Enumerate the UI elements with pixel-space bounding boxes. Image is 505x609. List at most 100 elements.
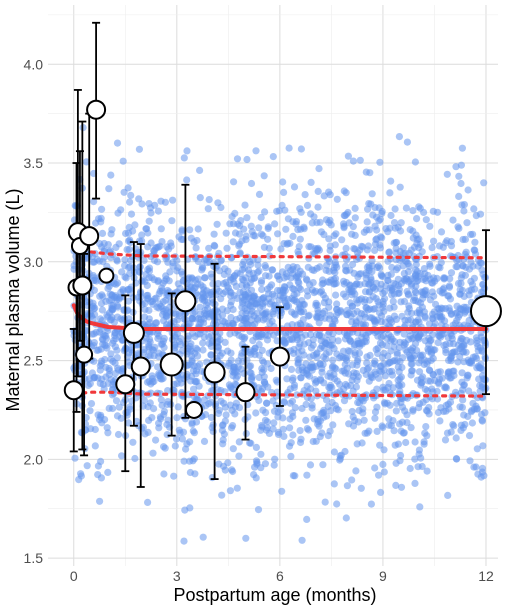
sim-point xyxy=(257,450,265,458)
sim-point xyxy=(125,223,133,231)
sim-point xyxy=(175,233,183,241)
sim-point xyxy=(193,377,201,386)
sim-point xyxy=(470,274,478,282)
sim-point xyxy=(218,305,227,313)
sim-point xyxy=(285,442,294,450)
sim-point xyxy=(414,333,422,341)
sim-point xyxy=(422,423,430,431)
sim-point xyxy=(417,299,425,307)
sim-point xyxy=(367,500,375,508)
sim-point xyxy=(207,332,215,340)
sim-point xyxy=(409,407,417,415)
sim-point xyxy=(255,190,264,198)
sim-point xyxy=(407,282,415,290)
sim-point xyxy=(151,201,159,209)
sim-point xyxy=(289,284,297,293)
sim-point xyxy=(124,229,133,237)
sim-point xyxy=(210,230,218,238)
sim-point xyxy=(199,339,207,347)
sim-point xyxy=(357,484,365,492)
sim-point xyxy=(230,369,238,377)
sim-point xyxy=(342,262,350,270)
sim-point xyxy=(125,297,133,305)
sim-point xyxy=(342,244,350,252)
sim-point xyxy=(276,287,284,295)
sim-point xyxy=(203,259,211,267)
sim-point xyxy=(114,279,122,287)
sim-point xyxy=(286,415,294,423)
sim-point xyxy=(443,170,451,178)
sim-point xyxy=(376,441,384,449)
sim-point xyxy=(319,276,327,284)
sim-point xyxy=(328,363,336,372)
sim-point xyxy=(184,332,192,340)
sim-point xyxy=(254,506,263,514)
sim-point xyxy=(349,260,357,269)
sim-point xyxy=(428,279,436,287)
sim-point xyxy=(465,387,473,395)
sim-point xyxy=(474,470,482,478)
y-tick-labels: 1.5 2.0 2.5 3.0 3.5 4.0 xyxy=(24,56,44,566)
sim-point xyxy=(391,441,399,449)
sim-point xyxy=(200,333,208,341)
sim-point xyxy=(375,471,383,479)
sim-point xyxy=(394,376,402,384)
sim-point xyxy=(131,454,139,463)
sim-point xyxy=(376,215,384,223)
sim-point xyxy=(387,270,395,278)
sim-point xyxy=(114,430,123,439)
sim-point xyxy=(196,360,204,368)
sim-point xyxy=(362,304,370,312)
sim-point xyxy=(231,271,239,280)
sim-point xyxy=(233,484,241,492)
sim-point xyxy=(127,191,135,199)
sim-point xyxy=(229,445,237,453)
sim-point xyxy=(393,350,401,359)
sim-point xyxy=(240,258,248,266)
sim-point xyxy=(352,467,360,475)
sim-point xyxy=(330,448,338,456)
sim-point xyxy=(327,407,335,415)
sim-point xyxy=(231,229,240,237)
sim-point xyxy=(265,290,273,298)
sim-point xyxy=(279,414,287,422)
sim-point xyxy=(284,239,292,247)
sim-point xyxy=(277,406,285,414)
sim-point xyxy=(248,375,256,384)
sim-point xyxy=(443,237,451,245)
sim-point xyxy=(426,367,434,375)
sim-point xyxy=(399,354,407,362)
sim-point xyxy=(457,426,465,434)
sim-point xyxy=(375,204,383,212)
sim-point xyxy=(238,303,246,311)
sim-point xyxy=(120,188,128,196)
sim-point xyxy=(434,339,442,347)
sim-point xyxy=(114,366,122,374)
sim-point xyxy=(436,312,444,320)
sim-point xyxy=(294,226,302,234)
sim-point xyxy=(348,476,356,484)
sim-point xyxy=(280,432,288,440)
observed-point xyxy=(184,400,203,419)
sim-point xyxy=(314,187,322,195)
sim-point xyxy=(289,472,297,480)
sim-point xyxy=(415,446,423,454)
sim-point xyxy=(470,205,478,213)
sim-point xyxy=(389,417,397,425)
sim-point xyxy=(420,438,428,446)
sim-point xyxy=(249,337,257,345)
sim-point xyxy=(321,498,329,506)
sim-point xyxy=(401,407,409,415)
x-tick-label: 12 xyxy=(478,568,494,584)
sim-point xyxy=(323,261,331,269)
sim-point xyxy=(409,207,417,215)
sim-point xyxy=(396,247,404,256)
sim-point xyxy=(400,429,408,437)
sim-point xyxy=(368,257,376,265)
sim-point xyxy=(150,256,159,265)
sim-point xyxy=(390,312,399,320)
sim-point xyxy=(364,205,372,213)
sim-point xyxy=(242,232,250,240)
sim-point xyxy=(215,267,224,275)
sim-point xyxy=(187,361,195,369)
